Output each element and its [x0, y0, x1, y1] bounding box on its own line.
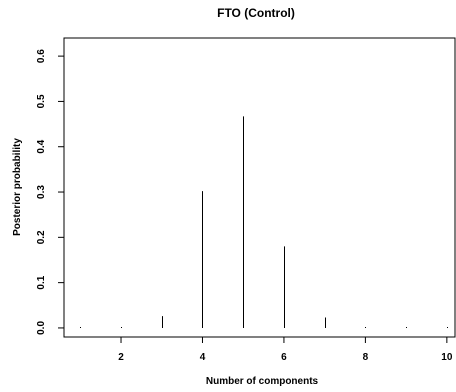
- plot-frame: [63, 37, 456, 338]
- x-axis: 2 4 6 8 10: [118, 337, 453, 363]
- data-spikes: [80, 116, 448, 328]
- y-tick-label: 0.4: [36, 139, 47, 153]
- x-tick-label: 4: [200, 352, 206, 363]
- y-axis-label: Posterior probability: [12, 138, 23, 236]
- y-tick-label: 0.1: [36, 275, 47, 289]
- y-tick-label: 0.6: [36, 49, 47, 63]
- x-tick-label: 2: [118, 352, 124, 363]
- y-tick-label: 0.0: [36, 321, 47, 335]
- y-tick-label: 0.5: [36, 94, 47, 108]
- y-tick-label: 0.2: [36, 230, 47, 244]
- y-axis: 0.0 0.1 0.2 0.3 0.4 0.5 0.6: [36, 49, 64, 335]
- x-tick-label: 6: [281, 352, 287, 363]
- x-tick-label: 10: [441, 352, 453, 363]
- y-tick-label: 0.3: [36, 185, 47, 199]
- x-axis-label: Number of components: [206, 376, 319, 387]
- x-tick-label: 8: [363, 352, 369, 363]
- chart-title: FTO (Control): [217, 6, 295, 20]
